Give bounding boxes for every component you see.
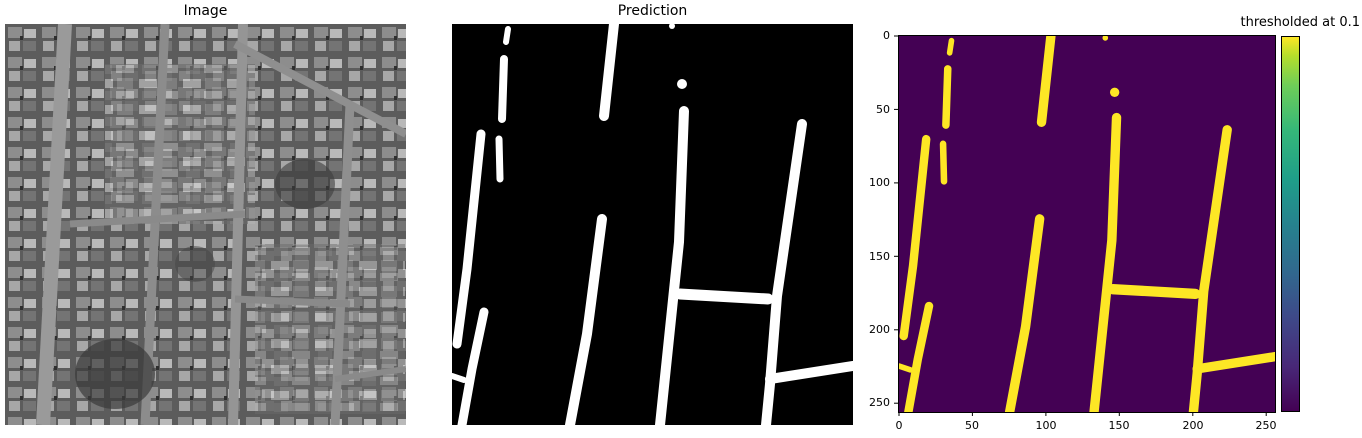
x-tick-label-50: 50 xyxy=(965,419,979,432)
aerial-image-graphic xyxy=(5,24,406,425)
x-tick-label-250: 250 xyxy=(1255,419,1277,432)
y-tick-label-150: 150 xyxy=(869,250,890,263)
prediction-mask xyxy=(452,24,853,425)
thresholded-plot xyxy=(899,36,1275,412)
y-tick-label-250: 250 xyxy=(869,396,890,409)
y-tick-label-0: 0 xyxy=(883,29,890,42)
y-tick-label-50: 50 xyxy=(876,103,890,116)
prediction-mask-graphic xyxy=(452,24,853,425)
x-tick-label-200: 200 xyxy=(1182,419,1204,432)
colorbar xyxy=(1281,36,1300,412)
image-title: Image xyxy=(183,3,228,19)
x-tick-label-0: 0 xyxy=(895,419,903,432)
thresholded-frame xyxy=(898,35,1276,413)
prediction-title: Prediction xyxy=(617,3,688,19)
aerial-image xyxy=(5,24,406,425)
y-tick-label-200: 200 xyxy=(869,323,890,336)
x-tick-label-150: 150 xyxy=(1108,419,1130,432)
y-tick-label-100: 100 xyxy=(869,176,890,189)
thresholded-graphic xyxy=(899,36,1275,412)
thresholded-axes xyxy=(894,35,1267,416)
thresholded-title: thresholded at 0.1 xyxy=(1240,15,1360,30)
x-tick-label-100: 100 xyxy=(1035,419,1057,432)
